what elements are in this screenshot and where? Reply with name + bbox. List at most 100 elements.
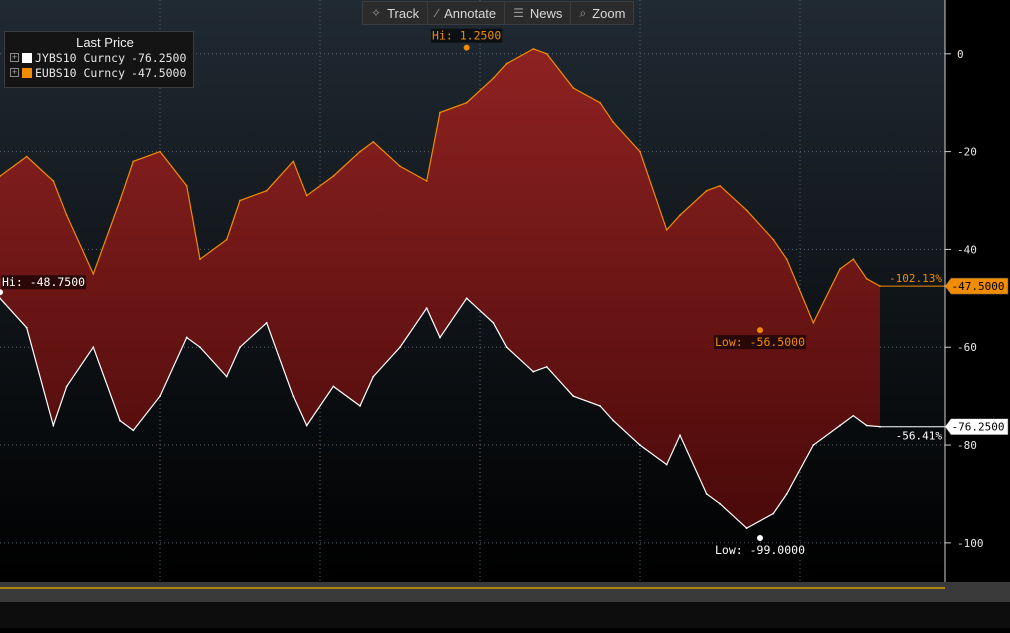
annotation-marker — [463, 44, 470, 51]
data-point-eubs10 — [532, 48, 535, 50]
data-point-jybs10 — [679, 434, 681, 437]
data-point-jybs10 — [745, 527, 748, 530]
expand-icon[interactable]: + — [10, 53, 19, 62]
annotation-label: Hi: -48.7500 — [2, 275, 85, 289]
data-point-jybs10 — [199, 346, 201, 349]
annotate-button[interactable]: ∕ Annotate — [428, 2, 506, 24]
data-point-eubs10 — [705, 189, 708, 192]
data-point-eubs10 — [305, 194, 308, 197]
data-point-jybs10 — [439, 336, 441, 339]
chart-toolbar: ✧ Track ∕ Annotate ☰ News ⌕ Zoom — [362, 1, 635, 25]
data-point-jybs10 — [505, 346, 508, 349]
data-point-jybs10 — [599, 405, 601, 407]
last-value-tag — [944, 277, 1009, 295]
pencil-icon: ∕ — [436, 6, 439, 20]
data-point-jybs10 — [572, 395, 575, 398]
data-point-eubs10 — [0, 175, 1, 177]
change-percent-label: -56.41% — [896, 430, 943, 443]
data-point-jybs10 — [92, 346, 95, 349]
news-button[interactable]: ☰ News — [505, 2, 572, 24]
data-point-eubs10 — [292, 160, 295, 163]
data-point-jybs10 — [705, 493, 708, 495]
data-point-eubs10 — [359, 150, 361, 153]
data-point-jybs10 — [119, 419, 121, 422]
data-point-eubs10 — [599, 101, 601, 104]
legend-panel[interactable]: Last Price + JYBS10 Curncy -76.2500 + EU… — [4, 31, 194, 88]
magnifier-icon: ⌕ — [579, 5, 587, 20]
annotation-label-bg — [431, 28, 503, 43]
data-point-eubs10 — [159, 150, 161, 153]
expand-icon[interactable]: + — [10, 68, 19, 77]
data-point-eubs10 — [132, 160, 135, 163]
data-point-eubs10 — [239, 199, 241, 202]
annotation-label: Hi: 1.2500 — [432, 29, 501, 43]
data-point-eubs10 — [439, 111, 441, 114]
data-point-jybs10 — [785, 493, 788, 495]
data-point-eubs10 — [719, 184, 721, 187]
data-point-eubs10 — [492, 77, 495, 80]
data-point-jybs10 — [425, 307, 428, 310]
data-point-eubs10 — [572, 87, 575, 89]
news-label: News — [529, 5, 563, 21]
track-label: Track — [387, 5, 420, 21]
legend-swatch-white — [22, 52, 32, 63]
legend-series-value: -76.2500 — [131, 50, 187, 65]
legend-title: Last Price — [76, 35, 134, 50]
data-point-eubs10 — [505, 62, 508, 65]
annotation-label-bg — [1, 275, 87, 290]
track-button[interactable]: ✧ Track — [363, 2, 429, 24]
annotation-label: Low: -56.5000 — [715, 335, 805, 349]
data-point-jybs10 — [532, 370, 535, 373]
data-point-jybs10 — [25, 326, 28, 329]
overview-strip — [0, 582, 1010, 602]
data-point-jybs10 — [665, 463, 668, 466]
y-tick-label: -80 — [957, 439, 977, 452]
data-point-eubs10 — [545, 52, 548, 55]
data-point-jybs10 — [839, 424, 841, 427]
data-point-jybs10 — [225, 375, 228, 378]
annotation-label: Low: -99.0000 — [715, 543, 805, 557]
data-point-eubs10 — [772, 238, 775, 241]
data-point-eubs10 — [399, 165, 401, 168]
data-point-eubs10 — [465, 101, 468, 104]
data-point-jybs10 — [639, 444, 641, 446]
data-point-eubs10 — [852, 258, 855, 261]
legend-entry-eubs10[interactable]: + EUBS10 Curncy -47.5000 — [5, 65, 193, 80]
data-point-eubs10 — [185, 184, 188, 187]
zoom-label: Zoom — [592, 5, 626, 21]
annotate-label: Annotate — [444, 5, 497, 21]
data-point-jybs10 — [65, 385, 68, 388]
y-tick-label: 0 — [957, 48, 964, 61]
data-point-jybs10 — [159, 395, 161, 398]
zoom-button[interactable]: ⌕ Zoom — [571, 2, 633, 24]
data-point-eubs10 — [865, 277, 868, 280]
legend-entry-jybs10[interactable]: + JYBS10 Curncy -76.2500 — [5, 50, 193, 65]
data-point-eubs10 — [639, 150, 641, 153]
data-point-eubs10 — [52, 180, 55, 182]
data-point-eubs10 — [92, 272, 95, 275]
annotation-label-bg — [713, 542, 807, 557]
series-line-jybs10 — [0, 297, 881, 529]
data-point-eubs10 — [665, 228, 668, 231]
data-point-eubs10 — [332, 175, 335, 177]
data-point-eubs10 — [265, 189, 268, 192]
change-percent-label: -102.13% — [889, 272, 942, 285]
data-point-jybs10 — [332, 385, 335, 388]
annotation-label-bg — [713, 335, 807, 350]
x-axis-band — [0, 602, 1010, 628]
data-point-eubs10 — [225, 238, 228, 241]
data-point-jybs10 — [772, 512, 775, 515]
data-point-eubs10 — [812, 321, 815, 324]
data-point-jybs10 — [359, 405, 361, 407]
legend-swatch-orange — [22, 67, 32, 78]
y-tick-label: -60 — [957, 341, 977, 354]
data-point-eubs10 — [425, 180, 428, 182]
data-point-jybs10 — [719, 502, 721, 505]
data-point-eubs10 — [25, 155, 28, 158]
data-point-jybs10 — [852, 414, 855, 417]
data-point-jybs10 — [492, 321, 495, 324]
spread-fill-area — [0, 48, 880, 529]
y-tick-label: -100 — [957, 537, 984, 550]
